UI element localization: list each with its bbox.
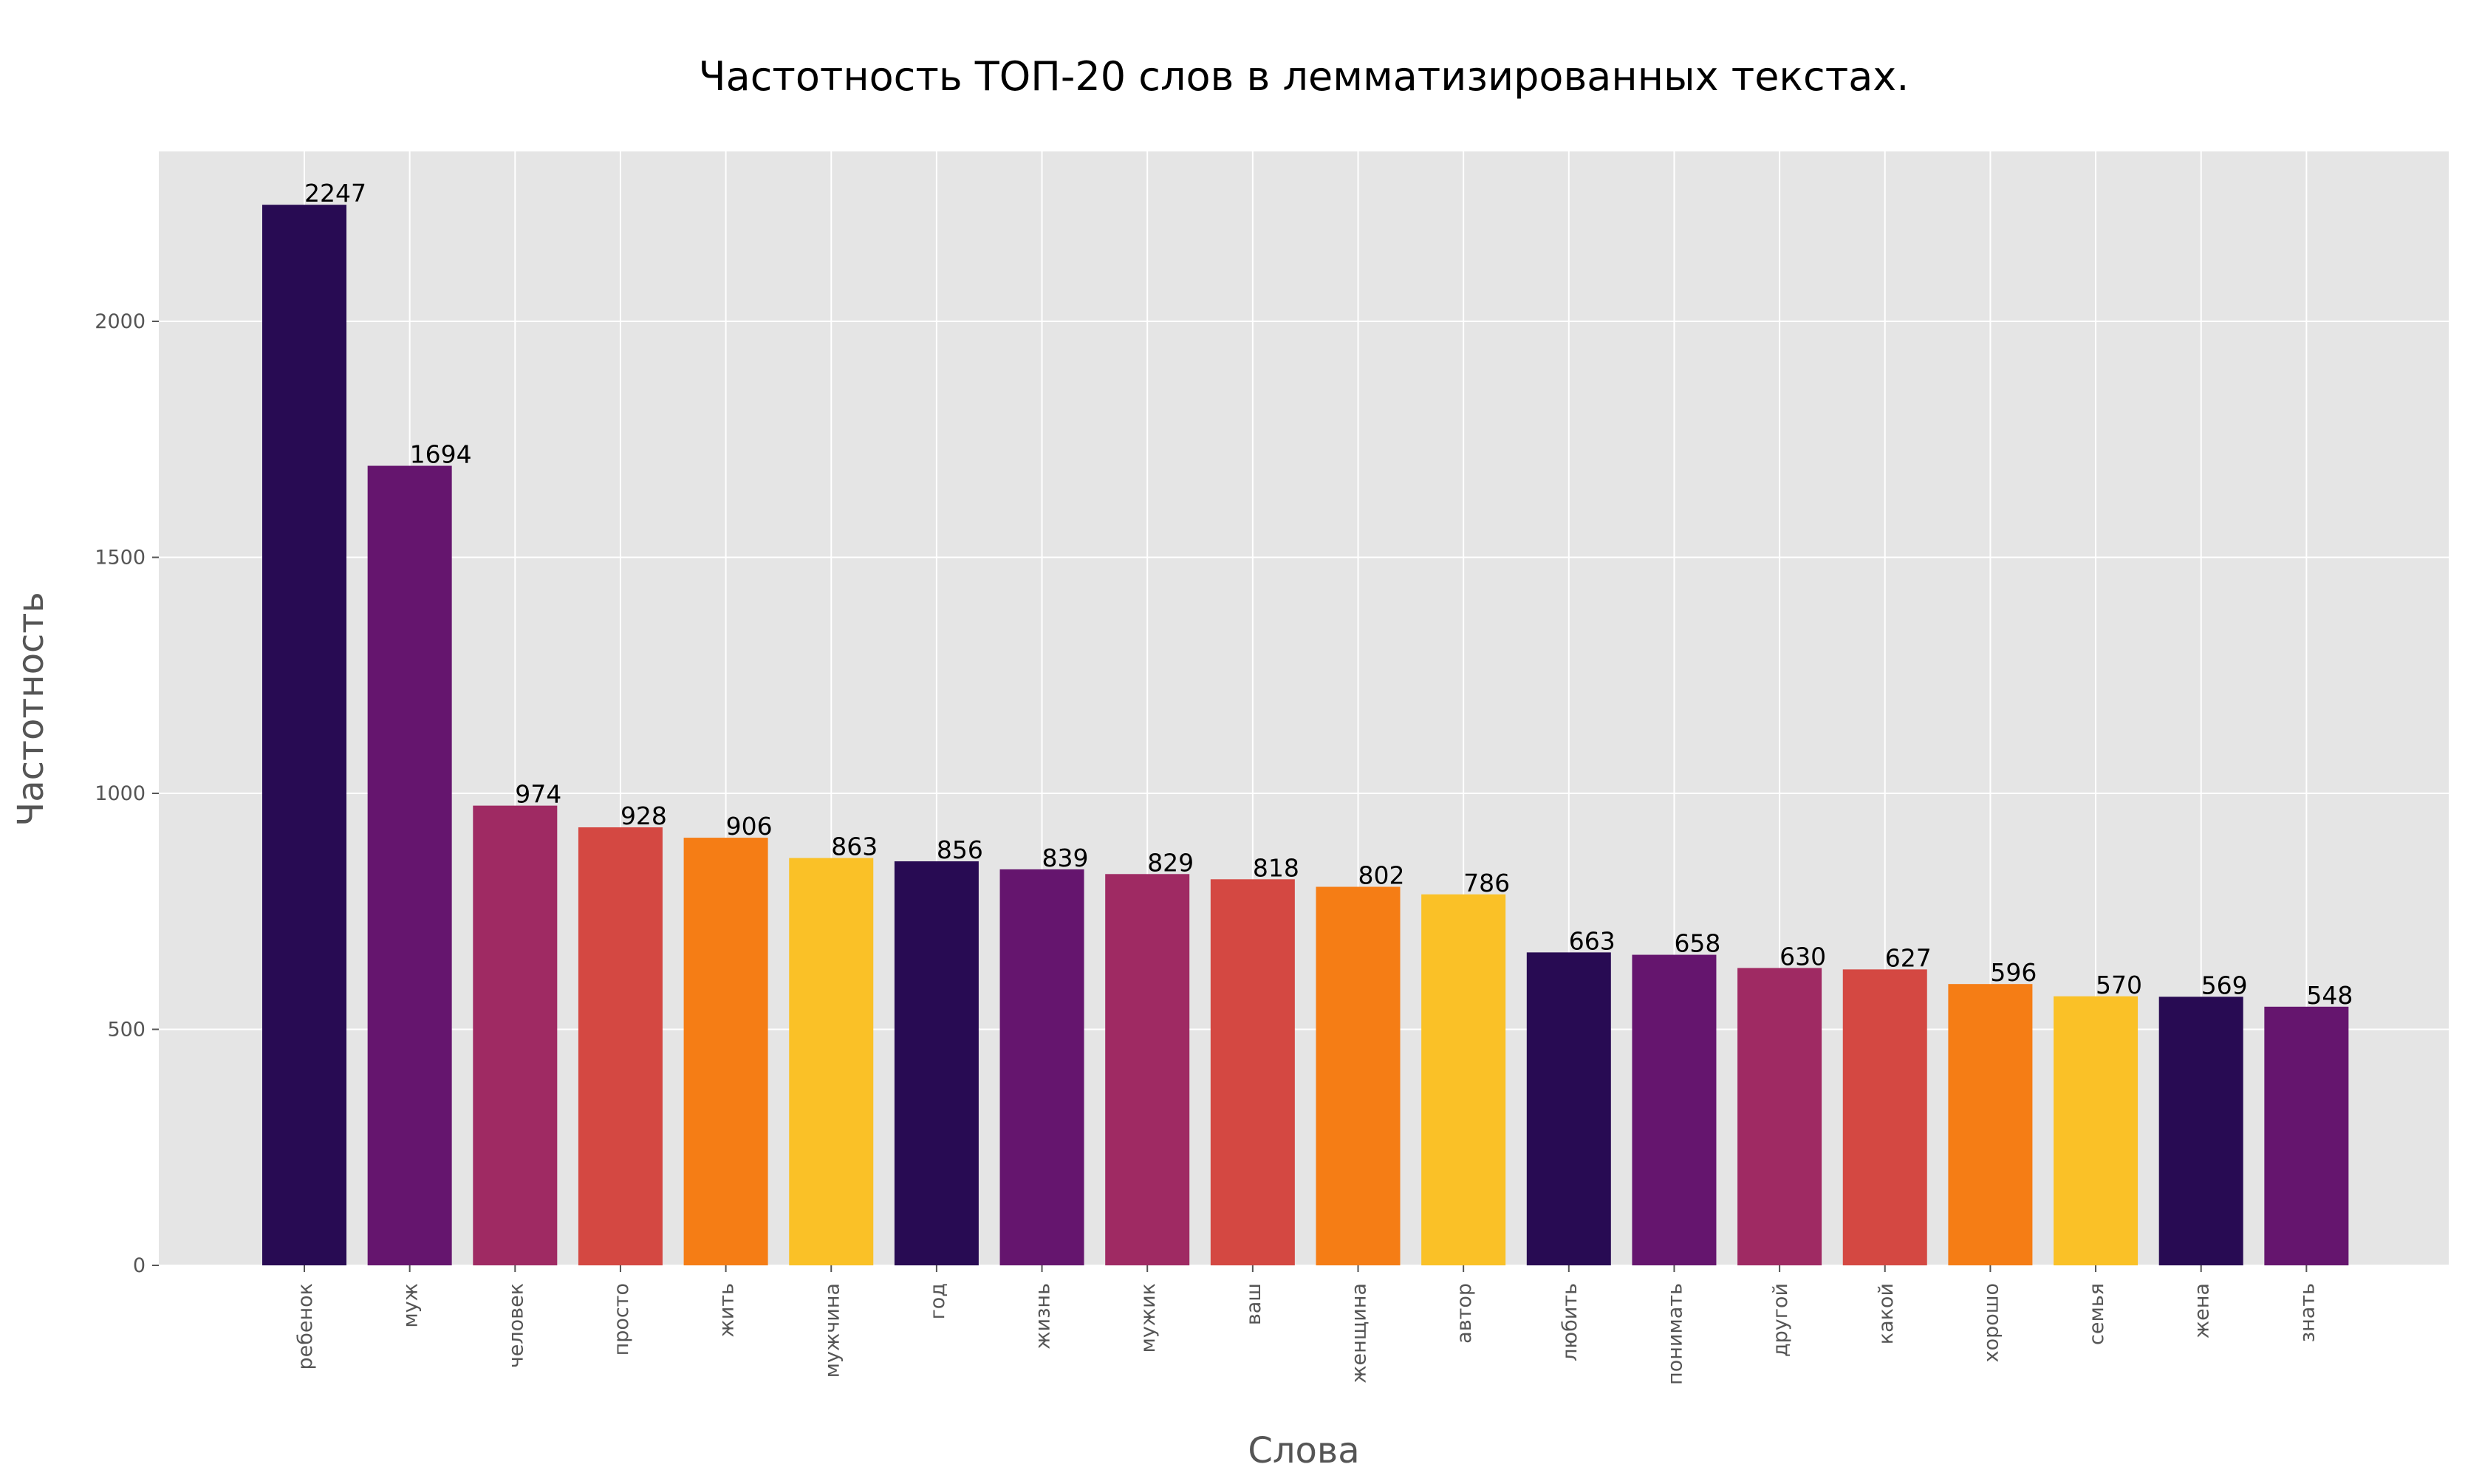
bar-1 <box>262 205 346 1265</box>
value-label: 863 <box>831 832 878 861</box>
value-label: 928 <box>620 801 667 830</box>
y-axis-label: Частотность <box>10 592 52 826</box>
x-tick-label: жизнь <box>1032 1283 1055 1350</box>
bar-10 <box>1210 879 1295 1265</box>
x-tick-label: автор <box>1453 1283 1476 1344</box>
value-label: 658 <box>1674 929 1720 958</box>
bar-7 <box>894 861 979 1265</box>
bar-5 <box>683 838 768 1265</box>
bar-6 <box>789 858 874 1265</box>
x-tick-label: жить <box>716 1283 739 1338</box>
x-tick-label: понимать <box>1664 1283 1686 1385</box>
y-tick-label: 500 <box>107 1019 146 1042</box>
value-label: 596 <box>1990 958 2037 987</box>
bar-13 <box>1526 952 1611 1265</box>
value-label: 548 <box>2306 981 2353 1010</box>
bar-11 <box>1316 886 1401 1265</box>
x-tick-label: жена <box>2191 1283 2214 1338</box>
x-tick-label: ваш <box>1242 1283 1265 1325</box>
x-tick-label: какой <box>1875 1283 1898 1344</box>
y-tick-label: 1000 <box>95 782 146 805</box>
x-axis: ребенок муж человек просто жить мужчина год жиз… <box>294 1265 2319 1385</box>
value-label: 906 <box>726 812 773 841</box>
value-label: 2247 <box>304 179 366 208</box>
x-tick-label: другой <box>1769 1283 1792 1357</box>
value-label: 1694 <box>410 440 472 469</box>
bar-3 <box>473 805 558 1265</box>
value-labels: 2247 1694 974 928 906 863 856 839 829 818 802 786 66… <box>304 179 2353 1010</box>
value-label: 856 <box>937 835 983 864</box>
bar-15 <box>1737 968 1822 1265</box>
x-tick-label: знать <box>2296 1283 2319 1342</box>
bar-16 <box>1842 969 1927 1265</box>
x-tick-label: хорошо <box>1980 1283 2003 1362</box>
x-tick-label: год <box>926 1283 949 1319</box>
value-label: 802 <box>1358 861 1405 890</box>
bar-19 <box>2158 996 2243 1265</box>
x-tick-label: любить <box>1559 1283 1582 1361</box>
y-tick-label: 2000 <box>95 310 146 333</box>
value-label: 829 <box>1147 848 1194 877</box>
x-tick-label: женщина <box>1348 1283 1371 1384</box>
value-label: 630 <box>1779 942 1826 971</box>
bars <box>262 205 2349 1265</box>
x-tick-label: ребенок <box>294 1283 317 1370</box>
y-tick-label: 0 <box>133 1254 146 1277</box>
x-axis-label: Слова <box>1248 1430 1359 1471</box>
value-label: 786 <box>1463 869 1510 897</box>
bar-14 <box>1632 954 1717 1265</box>
value-label: 663 <box>1569 926 1616 955</box>
bar-12 <box>1421 894 1506 1265</box>
y-tick-label: 1500 <box>95 547 146 570</box>
x-tick-label: мужик <box>1137 1283 1160 1353</box>
value-label: 627 <box>1885 943 1932 972</box>
bar-17 <box>1948 984 2033 1265</box>
value-label: 818 <box>1253 853 1299 882</box>
x-tick-label: человек <box>505 1283 527 1368</box>
bar-4 <box>578 827 663 1265</box>
bar-18 <box>2054 996 2139 1265</box>
bar-8 <box>999 869 1084 1265</box>
x-tick-label: просто <box>610 1283 633 1355</box>
value-label: 569 <box>2201 971 2248 999</box>
bar-2 <box>367 465 452 1265</box>
bar-9 <box>1105 874 1190 1265</box>
value-label: 974 <box>515 780 561 809</box>
value-label: 839 <box>1042 844 1089 872</box>
x-tick-label: муж <box>400 1283 423 1328</box>
value-label: 570 <box>2096 971 2142 999</box>
x-tick-label: мужчина <box>821 1283 844 1378</box>
y-axis: 0 500 1000 1500 2000 <box>95 310 159 1277</box>
x-tick-label: семья <box>2085 1283 2108 1345</box>
bar-20 <box>2264 1006 2349 1265</box>
chart-title: Частотность ТОП-20 слов в лемматизирован… <box>699 53 1910 100</box>
